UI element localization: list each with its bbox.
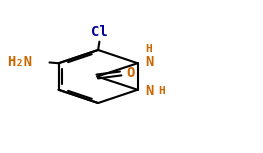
Text: H: H bbox=[145, 44, 152, 54]
Text: O: O bbox=[126, 66, 134, 80]
Text: H: H bbox=[159, 86, 165, 95]
Text: H₂N: H₂N bbox=[7, 56, 33, 69]
Text: N: N bbox=[145, 84, 153, 97]
Text: N: N bbox=[145, 56, 153, 69]
Text: Cl: Cl bbox=[91, 25, 108, 39]
